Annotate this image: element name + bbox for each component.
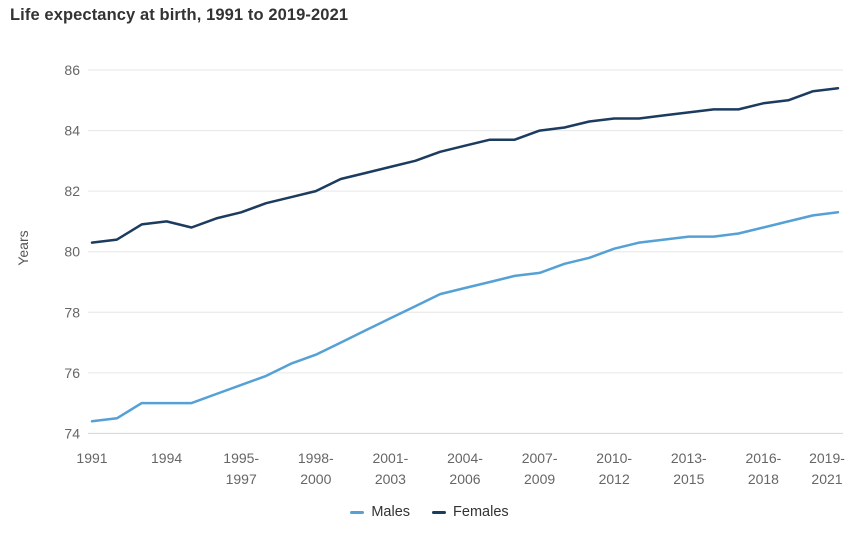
legend-item-males[interactable]: Males [350,504,410,520]
x-tick-label: 1994 [151,450,182,466]
y-tick-label: 86 [64,62,80,78]
series-line-males[interactable] [90,211,840,423]
x-tick-label: 2013-2015 [671,450,707,487]
y-tick-label: 74 [64,425,80,441]
x-tick-label: 2004-2006 [447,450,483,487]
x-tick-label: 2010-2012 [596,450,632,487]
y-tick-label: 76 [64,365,80,381]
y-tick-label: 78 [64,304,80,320]
x-tick-label: 2019-2021 [809,450,845,487]
legend-label-females: Females [453,504,509,520]
females-line-marker-icon [432,510,447,514]
series-line-females[interactable] [90,86,840,244]
x-tick-label: 2016-2018 [745,450,781,487]
legend-label-males: Males [371,504,411,520]
plot-area: 74 76 78 80 82 84 86 Years 1991 1994 1995-1997 1998… [15,62,845,487]
y-tick-label: 82 [64,183,80,199]
legend: Males Females [0,504,859,520]
x-tick-label: 2007-2009 [522,450,558,487]
chart-title: Life expectancy at birth, 1991 to 2019-2… [10,6,349,24]
x-tick-label: 1995-1997 [223,450,259,487]
legend-item-females[interactable]: Females [432,504,509,520]
y-tick-label: 80 [64,244,80,260]
y-tick-label: 84 [64,123,80,139]
x-tick-label: 2001-2003 [372,450,408,487]
x-tick-label: 1991 [76,450,107,466]
x-tick-label: 1998-2000 [298,450,334,487]
males-line-marker-icon [350,510,365,514]
y-axis-title: Years [15,230,31,265]
